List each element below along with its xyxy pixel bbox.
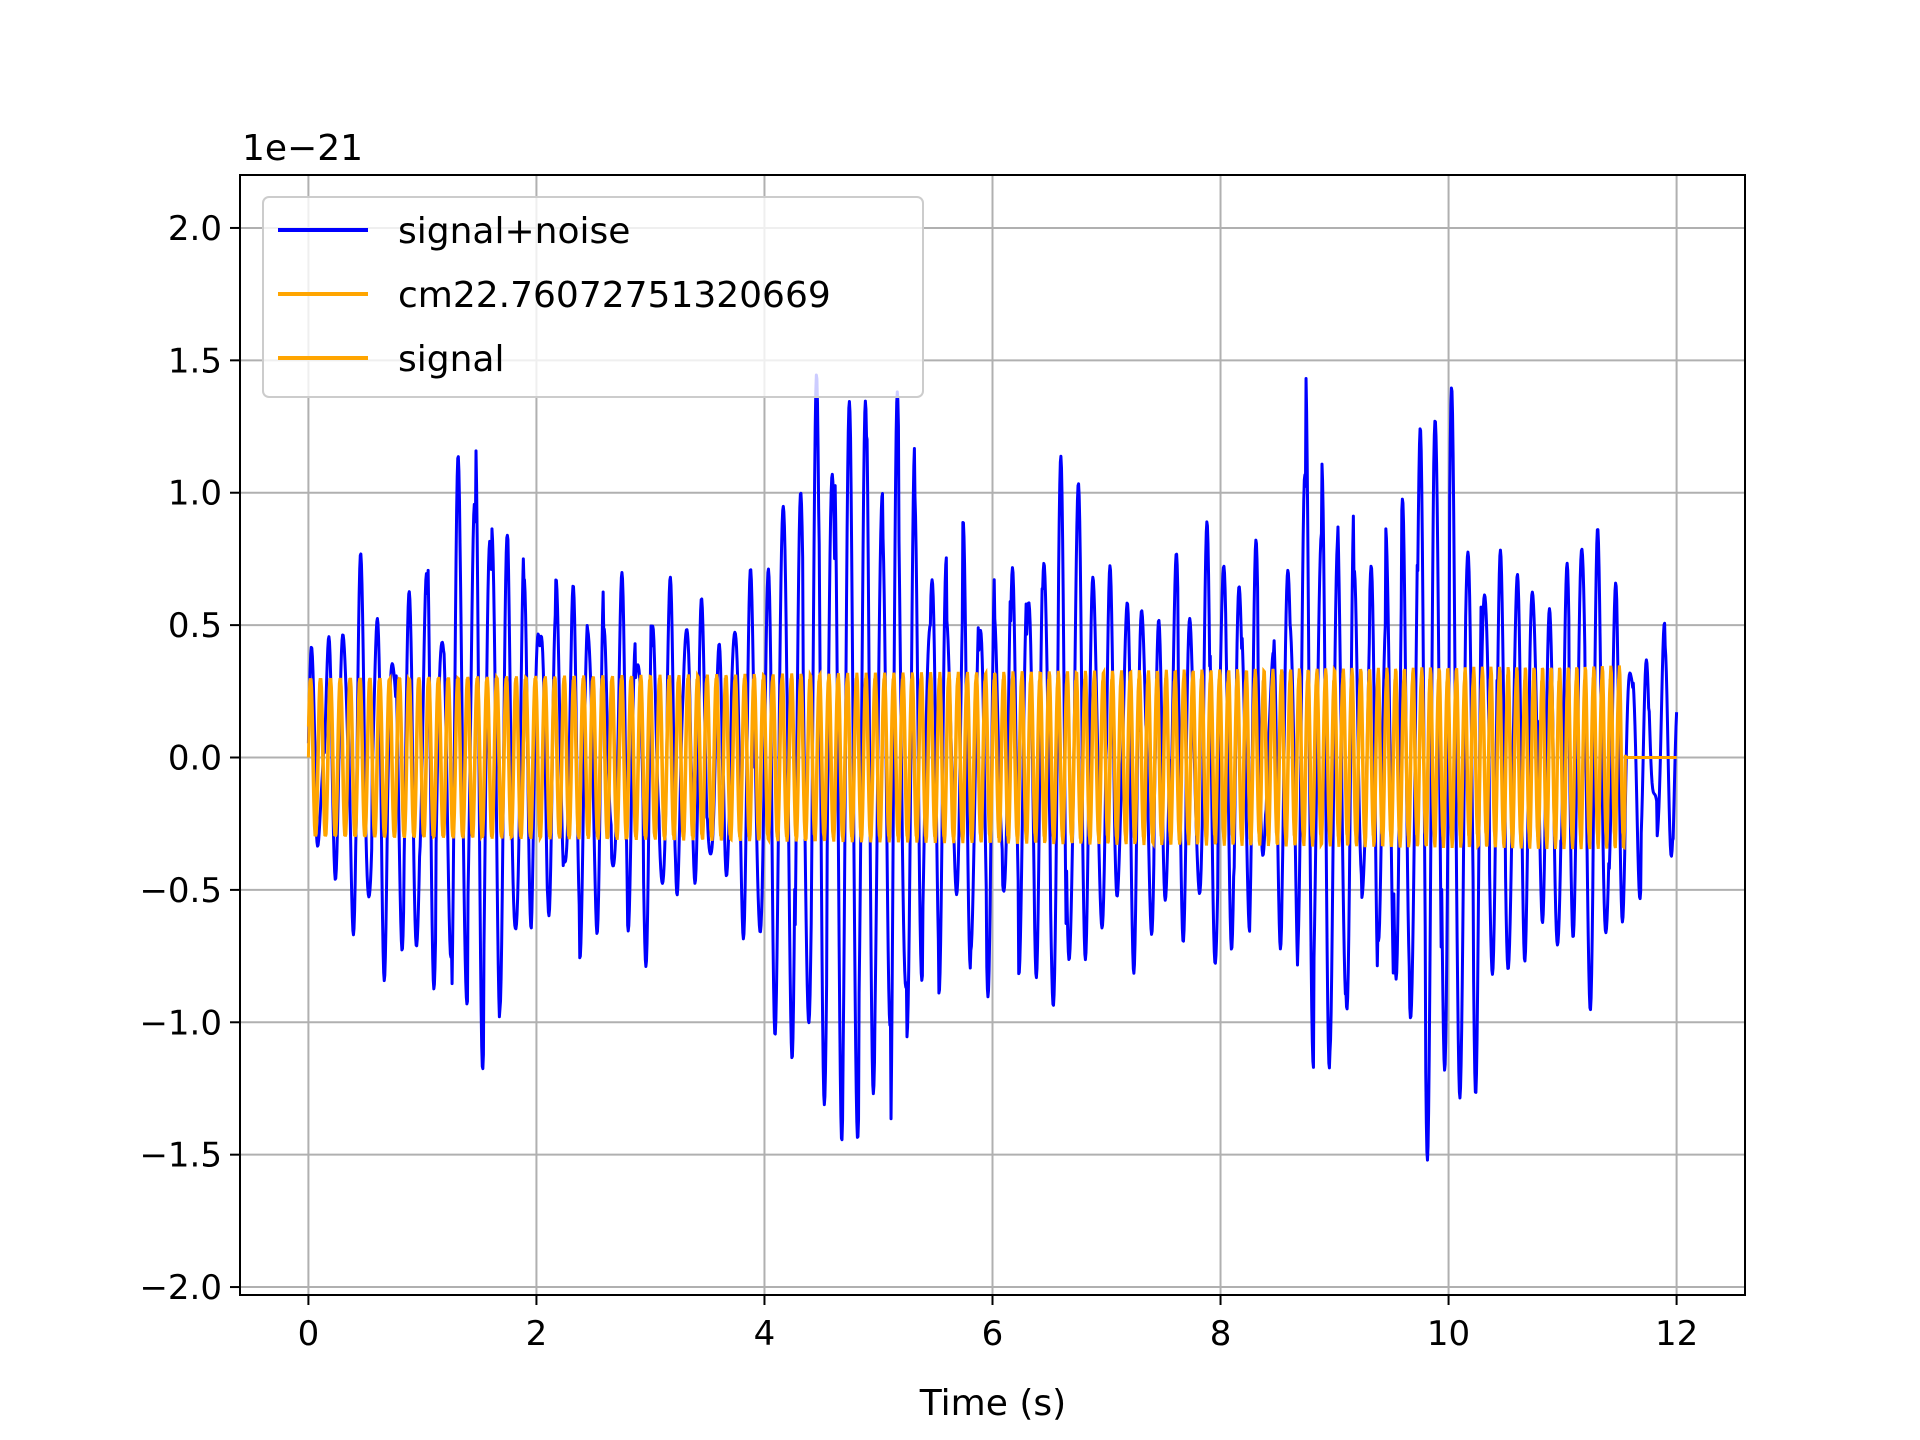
- y-tick-label: 0.0: [168, 739, 222, 779]
- y-tick-label: 1.0: [168, 474, 222, 514]
- y-tick-label: 2.0: [168, 209, 222, 249]
- series-layer: [306, 373, 1679, 1162]
- y-tick-label: 0.5: [168, 606, 222, 646]
- x-tick-label: 6: [982, 1314, 1004, 1354]
- x-axis-label: Time (s): [919, 1383, 1066, 1424]
- series-line-signal: [306, 664, 1677, 851]
- legend-box: [262, 196, 924, 398]
- x-tick-label: 8: [1210, 1314, 1232, 1354]
- legend-label-signal-noise: signal+noise: [398, 211, 630, 252]
- y-ticks: −2.0 −1.5 −1.0 −0.5 0.0 0.5 1.0 1.5 2.0: [139, 209, 240, 1308]
- y-tick-label: 1.5: [168, 341, 222, 381]
- legend: signal+noise cm22.76072751320669 signal: [262, 196, 924, 398]
- y-tick-label: −1.5: [139, 1136, 222, 1176]
- legend-label-cm: cm22.76072751320669: [398, 275, 831, 316]
- x-tick-label: 10: [1427, 1314, 1470, 1354]
- y-tick-label: −0.5: [139, 871, 222, 911]
- x-ticks: 0 2 4 6 8 10 12: [298, 1295, 1698, 1354]
- x-tick-label: 12: [1655, 1314, 1698, 1354]
- y-tick-label: −1.0: [139, 1003, 222, 1043]
- x-tick-label: 2: [526, 1314, 548, 1354]
- y-offset-label: 1e−21: [242, 128, 363, 169]
- x-tick-label: 4: [754, 1314, 776, 1354]
- legend-label-signal: signal: [398, 339, 505, 380]
- y-tick-label: −2.0: [139, 1268, 222, 1308]
- x-tick-label: 0: [298, 1314, 320, 1354]
